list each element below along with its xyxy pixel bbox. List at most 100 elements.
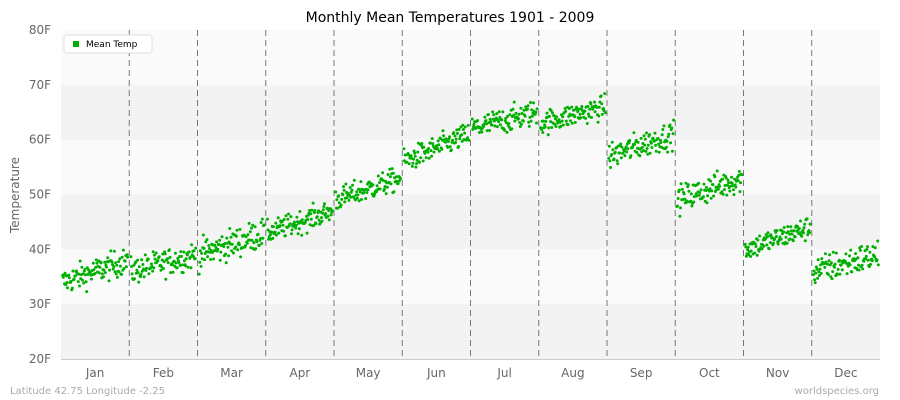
x-tick-label: Jun (426, 366, 446, 380)
data-point (658, 138, 662, 142)
data-point (642, 134, 646, 138)
data-point (553, 122, 557, 126)
data-point (257, 244, 261, 247)
data-point (489, 120, 493, 124)
data-point (228, 227, 232, 230)
data-point (689, 192, 693, 196)
data-point (437, 149, 441, 153)
data-point (461, 123, 465, 127)
data-point (351, 183, 354, 187)
x-tick-label: May (356, 366, 381, 380)
data-point (805, 217, 809, 221)
data-point (70, 286, 74, 290)
data-point (668, 123, 672, 127)
data-point (488, 129, 492, 132)
data-point (754, 245, 758, 248)
data-point (340, 197, 344, 201)
data-point (392, 190, 396, 194)
data-point (222, 245, 226, 248)
data-point (431, 142, 435, 146)
data-point (682, 192, 686, 196)
data-point (61, 275, 65, 279)
data-point (248, 230, 252, 234)
data-point (664, 145, 668, 149)
data-point (350, 188, 354, 192)
data-point (244, 244, 247, 248)
data-point (676, 204, 679, 208)
data-point (78, 259, 82, 263)
data-point (788, 232, 792, 236)
data-point (848, 263, 852, 267)
data-point (797, 227, 801, 230)
data-point (786, 230, 790, 234)
y-tick-labels: 20F 30F 40F 50F 60F 70F 80F (29, 23, 51, 366)
data-point (749, 249, 753, 253)
y-tick-label: 30F (29, 297, 51, 311)
data-point (609, 166, 612, 169)
data-point (308, 223, 312, 227)
data-point (503, 128, 507, 132)
data-point (540, 128, 544, 132)
data-point (383, 185, 387, 188)
data-point (621, 151, 625, 155)
data-point (156, 259, 160, 263)
data-point (236, 248, 240, 252)
data-point (517, 117, 520, 121)
data-point (497, 120, 501, 124)
data-point (409, 154, 413, 158)
data-point (103, 271, 107, 275)
data-point (446, 140, 450, 143)
data-point (541, 131, 545, 134)
data-point (837, 258, 841, 262)
data-point (706, 194, 710, 198)
data-point (676, 197, 680, 200)
y-tick-label: 60F (29, 133, 51, 147)
data-point (523, 114, 527, 118)
data-point (212, 257, 216, 261)
data-point (426, 150, 430, 154)
data-point (337, 201, 341, 205)
data-point (274, 221, 278, 225)
data-point (595, 105, 599, 109)
data-point (136, 258, 139, 262)
data-point (220, 235, 224, 239)
data-point (265, 217, 269, 221)
x-tick-label: Mar (220, 366, 243, 380)
data-point (452, 131, 456, 135)
data-point (838, 272, 842, 276)
data-point (207, 247, 211, 250)
data-point (173, 251, 177, 255)
data-point (849, 248, 853, 252)
data-point (782, 226, 786, 229)
data-point (441, 129, 445, 133)
data-point (727, 181, 731, 185)
data-point (294, 223, 298, 227)
data-point (833, 265, 836, 269)
data-point (355, 190, 359, 194)
data-point (152, 253, 156, 257)
data-point (869, 263, 872, 266)
data-point (114, 272, 118, 276)
data-point (118, 257, 122, 261)
data-point (121, 248, 125, 252)
data-point (349, 190, 353, 194)
data-point (229, 235, 233, 239)
data-point (610, 140, 614, 144)
data-point (143, 253, 147, 257)
data-point (836, 272, 839, 276)
data-point (736, 179, 740, 183)
data-point (281, 223, 285, 227)
data-point (498, 123, 502, 127)
data-point (324, 212, 328, 216)
data-point (529, 101, 532, 104)
data-point (76, 280, 80, 284)
data-point (724, 176, 728, 180)
data-point (638, 154, 642, 158)
data-point (294, 226, 298, 230)
data-point (522, 108, 526, 112)
data-point (72, 277, 76, 281)
data-point (98, 265, 102, 269)
data-point (184, 257, 188, 261)
data-point (526, 104, 530, 108)
data-point (618, 151, 621, 155)
